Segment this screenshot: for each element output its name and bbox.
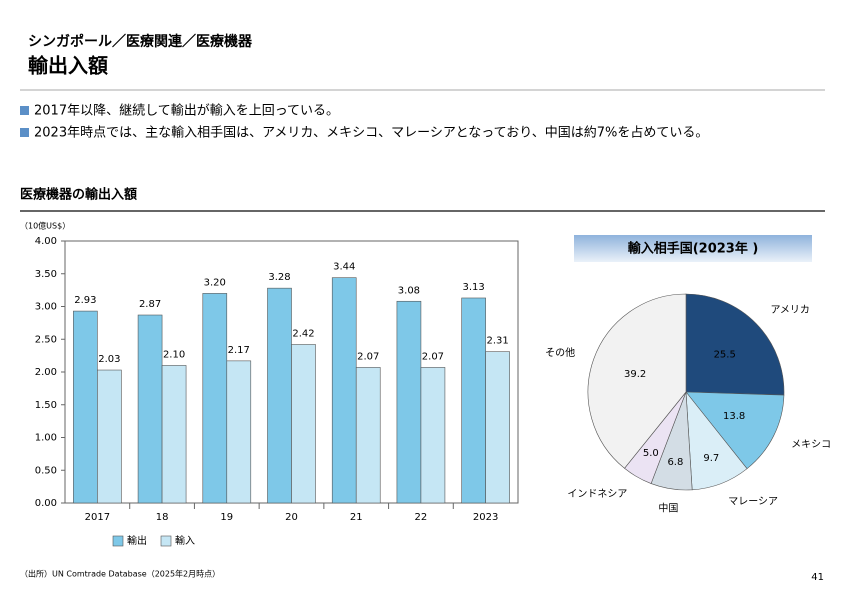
category-label: アメリカ [770,304,810,316]
y-tick-label: 0.50 [35,465,57,476]
pie-title-box [574,235,812,262]
y-tick-label: 3.50 [35,269,57,280]
category-label: マレーシア [728,497,778,508]
data-label: 2.87 [139,299,161,310]
bar [161,365,187,504]
x-tick-label: 2023 [473,512,498,523]
pie-slice [685,391,785,470]
data-label: 5.0 [643,448,659,459]
breadcrumb: シンガポール／医療関連／医療機器 [28,33,253,50]
y-tick-label: 1.00 [35,433,57,444]
x-tick-label: 20 [285,512,298,523]
bar [291,344,316,504]
bar [137,314,163,504]
x-tick-label: 18 [156,512,169,523]
data-label: 2.03 [98,354,120,365]
pie-slice [685,293,785,396]
page-number: 41 [811,572,824,583]
bar [331,277,357,504]
data-label: 39.2 [624,369,646,380]
category-label: その他 [545,346,575,359]
data-label: 2.93 [74,295,96,306]
y-tick-label: 4.00 [35,236,57,247]
data-label: 2.10 [163,349,185,360]
legend-label: 輸入 [175,534,195,547]
bar [485,351,510,504]
data-label: 13.8 [723,411,745,422]
y-axis-label: （10億US$） [20,221,70,231]
bar [226,360,252,504]
pie-title: 輸入相手国(2023年 ) [628,241,759,257]
bullet: 2017年以降、継続して輸出が輸入を上回っている。 [34,104,339,119]
bar [461,297,486,504]
y-tick-label: 2.50 [35,334,57,345]
y-tick-label: 2.00 [35,367,57,378]
bullet-icon [20,128,29,137]
y-tick-label: 1.50 [35,400,57,411]
data-label: 3.28 [268,272,290,283]
data-label: 3.20 [204,277,226,288]
bullet: 2023年時点では、主な輸入相手国は、アメリカ、メキシコ、マレーシアとなっており… [34,126,708,141]
legend-swatch [160,535,172,547]
bar [202,293,228,504]
bar [97,369,122,504]
x-tick-label: 19 [220,512,233,523]
page-title: 輸出入額 [28,54,108,78]
pie-slice [587,293,687,469]
category-label: 中国 [658,501,678,514]
legend-swatch [112,535,124,547]
bar [420,367,446,504]
x-tick-label: 21 [350,512,363,523]
data-label: 2.07 [357,351,379,362]
data-label: 3.13 [463,282,485,293]
data-label: 2.42 [292,328,314,339]
data-label: 6.8 [667,457,683,468]
data-label: 2.17 [228,345,250,356]
bar [73,310,98,504]
source: （出所）UN Comtrade Database（2025年2月時点） [20,569,220,579]
data-label: 2.07 [422,351,444,362]
x-tick-label: 2017 [85,512,110,523]
data-label: 2.31 [487,336,509,347]
data-label: 9.7 [703,453,719,464]
data-label: 3.44 [333,262,355,273]
category-label: メキシコ [791,440,831,451]
bar [396,300,422,504]
bar [355,367,381,504]
legend-label: 輸出 [127,534,147,547]
data-label: 25.5 [714,349,736,360]
y-tick-label: 0.00 [35,498,57,509]
chart-title: 医療機器の輸出入額 [20,187,137,203]
category-label: インドネシア [567,488,627,500]
x-tick-label: 22 [415,512,428,523]
bullet-icon [20,106,29,115]
bar [267,287,292,504]
y-tick-label: 3.00 [35,302,57,313]
data-label: 3.08 [398,285,420,296]
